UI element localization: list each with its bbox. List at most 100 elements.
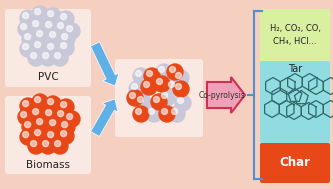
Circle shape [20, 41, 36, 57]
Circle shape [175, 84, 181, 90]
Text: PVC: PVC [38, 72, 58, 82]
Text: Char: Char [279, 156, 310, 170]
Circle shape [43, 53, 49, 59]
Circle shape [59, 31, 75, 47]
Text: Biomass: Biomass [26, 160, 70, 170]
Text: Tar: Tar [288, 64, 302, 74]
Circle shape [154, 97, 160, 102]
Circle shape [34, 116, 50, 132]
FancyBboxPatch shape [260, 143, 330, 183]
Circle shape [130, 92, 136, 98]
Circle shape [20, 10, 36, 26]
Circle shape [167, 64, 183, 80]
Circle shape [45, 129, 61, 145]
Circle shape [48, 132, 54, 138]
Circle shape [35, 9, 41, 15]
Circle shape [149, 108, 155, 115]
Text: Co-pyrolysis: Co-pyrolysis [198, 91, 245, 99]
Circle shape [32, 127, 48, 143]
Circle shape [32, 94, 48, 110]
Circle shape [136, 108, 142, 115]
Circle shape [50, 32, 56, 38]
Circle shape [35, 42, 41, 48]
FancyArrow shape [91, 99, 118, 136]
Circle shape [20, 98, 36, 114]
Circle shape [136, 70, 142, 77]
Circle shape [40, 50, 56, 66]
Circle shape [18, 21, 34, 37]
Circle shape [166, 79, 182, 95]
Circle shape [169, 106, 185, 122]
Text: H₂, CO₂, CO,
CH₄, HCl...: H₂, CO₂, CO, CH₄, HCl... [269, 24, 320, 46]
Circle shape [25, 34, 31, 40]
Circle shape [141, 79, 157, 95]
Circle shape [171, 108, 177, 115]
Circle shape [22, 31, 38, 47]
Circle shape [30, 106, 46, 122]
Circle shape [55, 108, 71, 124]
Circle shape [55, 53, 61, 59]
FancyBboxPatch shape [115, 59, 203, 137]
Circle shape [21, 112, 27, 118]
Circle shape [132, 84, 138, 90]
Circle shape [46, 110, 52, 116]
Circle shape [151, 94, 167, 110]
Circle shape [31, 53, 37, 59]
Circle shape [129, 81, 145, 97]
FancyArrow shape [207, 77, 245, 113]
Circle shape [43, 141, 49, 147]
Circle shape [133, 106, 149, 122]
Circle shape [45, 41, 61, 57]
Circle shape [52, 50, 68, 66]
Circle shape [59, 119, 75, 135]
Circle shape [58, 22, 64, 29]
Circle shape [21, 24, 27, 30]
Circle shape [32, 39, 48, 55]
Circle shape [18, 109, 34, 125]
Circle shape [23, 132, 29, 138]
Circle shape [154, 76, 170, 92]
Circle shape [175, 73, 181, 78]
FancyArrow shape [91, 42, 119, 86]
Circle shape [22, 119, 38, 135]
Circle shape [177, 98, 183, 104]
Circle shape [62, 122, 68, 128]
Circle shape [58, 11, 74, 27]
Circle shape [162, 92, 167, 98]
Circle shape [168, 81, 174, 88]
Circle shape [61, 43, 67, 49]
Circle shape [162, 108, 167, 115]
Circle shape [40, 138, 56, 154]
Circle shape [34, 28, 50, 44]
FancyBboxPatch shape [5, 9, 91, 87]
Circle shape [159, 67, 165, 73]
Circle shape [62, 34, 68, 40]
Circle shape [23, 101, 29, 107]
Circle shape [67, 114, 73, 120]
Circle shape [28, 50, 44, 66]
Circle shape [35, 130, 41, 136]
Circle shape [45, 8, 61, 24]
Circle shape [58, 111, 64, 117]
Circle shape [159, 106, 175, 122]
Circle shape [138, 97, 144, 102]
Circle shape [37, 119, 43, 125]
Circle shape [127, 90, 143, 106]
Circle shape [30, 18, 46, 34]
Circle shape [32, 6, 48, 22]
Circle shape [64, 111, 80, 127]
Circle shape [43, 19, 59, 35]
Circle shape [47, 29, 63, 45]
Circle shape [55, 20, 71, 36]
Circle shape [157, 78, 163, 84]
Circle shape [156, 64, 172, 80]
Circle shape [146, 106, 162, 122]
Circle shape [144, 68, 160, 84]
Circle shape [58, 99, 74, 115]
Circle shape [58, 40, 74, 56]
Circle shape [61, 14, 67, 20]
FancyBboxPatch shape [260, 61, 330, 143]
Circle shape [52, 138, 68, 154]
Circle shape [37, 31, 43, 37]
Circle shape [64, 23, 80, 39]
